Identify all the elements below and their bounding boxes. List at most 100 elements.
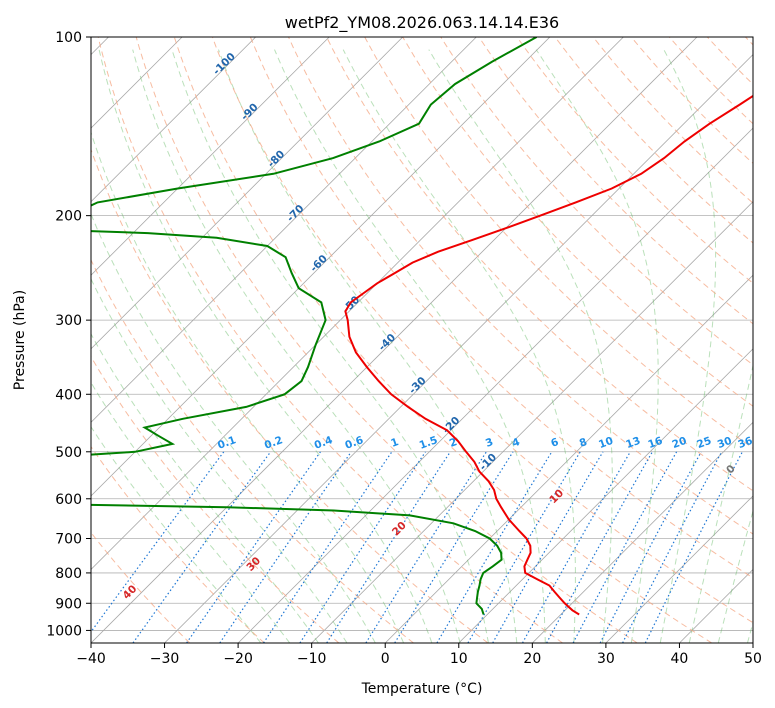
- isotherm-gridline: [532, 421, 753, 643]
- dry-adiabat-line: [249, 37, 753, 579]
- grid: [91, 37, 753, 643]
- mixing-ratio-label: 0.6: [343, 434, 365, 452]
- y-tick-label: 600: [55, 492, 82, 508]
- mixing-ratio-label: 1: [389, 436, 400, 450]
- x-tick-label: −30: [150, 651, 180, 667]
- moist-adiabat-line: [98, 49, 433, 643]
- mixing-ratio-line: [546, 451, 653, 643]
- dry-adiabat-line: [91, 445, 265, 643]
- mixing-ratio-label: 1.5: [418, 434, 440, 452]
- isotherm-gridline: [91, 37, 330, 276]
- y-tick-label: 700: [55, 532, 82, 548]
- mixing-ratio-label: 4: [510, 436, 521, 450]
- y-tick-label: 400: [55, 387, 82, 403]
- dry-adiabat-line: [211, 37, 753, 624]
- isotherm-gridline: [91, 37, 624, 571]
- x-axis: −40 −30 −20 −10 0 10 20 30 40 50: [76, 643, 762, 667]
- mixing-ratio-line: [219, 451, 352, 643]
- dry-adiabat-line: [173, 37, 713, 643]
- x-tick-label: 50: [744, 651, 762, 667]
- mixing-ratio-label: 3: [484, 436, 495, 450]
- isotherm-gridline: [91, 37, 256, 203]
- x-tick-label: 20: [523, 651, 541, 667]
- dry-adiabat-line: [402, 37, 753, 407]
- moist-adiabat-line: [659, 49, 717, 643]
- moist-adiabat-line: [428, 49, 613, 643]
- isotherm-gridline: [384, 274, 753, 643]
- moist-adiabat-line: [132, 49, 461, 643]
- mixing-ratio-label: 0.1: [216, 434, 238, 452]
- moist-adiabat-line: [688, 363, 753, 643]
- x-axis-label: Temperature (°C): [361, 681, 483, 697]
- y-axis-label: Pressure (hPa): [12, 290, 28, 390]
- moist-adiabat-line: [274, 49, 546, 643]
- isotherm-gridline: [605, 495, 753, 643]
- mixing-ratio-label: 2: [448, 436, 459, 450]
- mixing-ratio-lines: [91, 451, 743, 643]
- mixing-ratio-label: 16: [646, 435, 664, 451]
- isotherm-gridline: [458, 348, 753, 643]
- mixing-ratio-line: [365, 451, 487, 643]
- y-axis: 100 200 300 400 500 600 700 800 900 1000: [46, 30, 91, 639]
- isotherm-gridline: [237, 127, 753, 643]
- mixing-ratio-line: [492, 451, 604, 643]
- mixing-ratio-label: 0.2: [263, 434, 285, 452]
- plot-frame: [90, 36, 754, 644]
- dry-adiabat-line: [91, 258, 414, 643]
- mixing-ratio-label: 10: [597, 435, 615, 451]
- mixing-ratio-line: [394, 451, 514, 643]
- isotherm-gridline: [91, 37, 404, 350]
- dry-adiabat-line: [516, 37, 753, 284]
- moist-adiabat-line: [91, 130, 405, 643]
- mixing-ratio-label: 8: [578, 436, 589, 450]
- moist-adiabat-line: [218, 49, 518, 643]
- mixing-ratio-line: [326, 451, 451, 643]
- dry-adiabats: [91, 37, 753, 643]
- mixing-ratio-label: 13: [624, 435, 642, 451]
- dry-adiabat-line: [478, 37, 753, 325]
- isotherm-gridline: [91, 37, 698, 643]
- mixing-ratio-line: [521, 451, 631, 643]
- mixing-ratio-label: 25: [695, 435, 713, 451]
- y-tick-label: 1000: [46, 623, 82, 639]
- mixing-ratio-label: 36: [736, 435, 754, 451]
- dry-adiabat-line: [97, 37, 563, 643]
- y-tick-label: 300: [55, 313, 82, 329]
- mixing-ratio-label: 30: [716, 435, 734, 451]
- dry-adiabat-line: [592, 37, 753, 204]
- moist-adiabat-line: [91, 425, 262, 643]
- mixing-ratio-line: [186, 451, 321, 643]
- mixing-ratio-line: [467, 451, 581, 643]
- x-tick-label: −40: [76, 651, 106, 667]
- moist-adiabat-line: [91, 381, 291, 643]
- y-tick-label: 100: [55, 30, 82, 46]
- y-tick-label: 800: [55, 566, 82, 582]
- isotherm-gridline: [91, 37, 477, 423]
- temperature-profile-line: [344, 94, 753, 616]
- dry-adiabat-line: [364, 37, 753, 449]
- x-tick-label: 10: [450, 651, 468, 667]
- x-tick-label: −20: [223, 651, 253, 667]
- moist-adiabat-line: [717, 509, 753, 643]
- plot-area: -100-90-80-70-60-50-40-30-20-100.1 0.2 0.4…: [91, 37, 754, 643]
- x-tick-label: 40: [671, 651, 689, 667]
- chart-title: wetPf2_YM08.2026.063.14.14.E36: [285, 13, 559, 33]
- moist-adiabat-line: [535, 49, 659, 643]
- mixing-ratio-label: 20: [671, 435, 689, 451]
- x-tick-label: 30: [597, 651, 615, 667]
- isotherm-gridline: [164, 53, 753, 643]
- x-tick-label: 0: [381, 651, 390, 667]
- moist-adiabat-line: [91, 277, 348, 643]
- x-tick-label: −10: [297, 651, 327, 667]
- dry-adiabat-line: [135, 37, 638, 643]
- mixing-ratio-label: 0.4: [313, 434, 335, 452]
- moist-adiabat-line: [91, 332, 319, 643]
- mixing-ratio-line: [132, 451, 272, 643]
- y-tick-label: 900: [55, 596, 82, 612]
- dry-adiabat-line: [630, 37, 753, 164]
- y-tick-label: 500: [55, 445, 82, 461]
- mixing-ratio-label: 6: [549, 436, 560, 450]
- isotherm-gridline: [91, 37, 551, 497]
- dry-adiabat-line: [288, 37, 753, 535]
